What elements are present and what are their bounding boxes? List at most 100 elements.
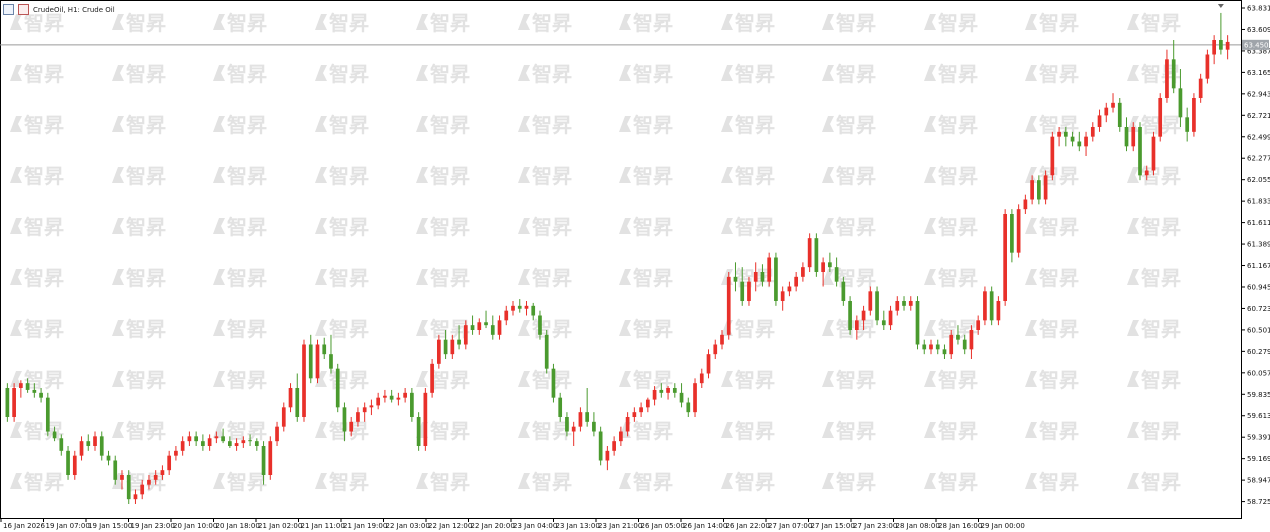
candle[interactable] xyxy=(335,363,340,413)
candle[interactable] xyxy=(578,407,583,432)
candle[interactable] xyxy=(234,438,239,451)
candle[interactable] xyxy=(410,387,414,422)
candle[interactable] xyxy=(848,296,852,335)
candle[interactable] xyxy=(551,363,556,403)
candle[interactable] xyxy=(66,445,70,480)
candle[interactable] xyxy=(996,296,1001,326)
candle[interactable] xyxy=(308,334,313,384)
candle[interactable] xyxy=(733,262,738,292)
candle[interactable] xyxy=(201,434,205,451)
candle[interactable] xyxy=(565,412,569,437)
candle[interactable] xyxy=(1050,131,1055,181)
candle[interactable] xyxy=(612,436,616,456)
candle[interactable] xyxy=(221,428,225,444)
candle[interactable] xyxy=(531,302,536,321)
candle[interactable] xyxy=(389,389,394,403)
candle[interactable] xyxy=(349,416,354,437)
candle[interactable] xyxy=(1124,117,1129,152)
candle[interactable] xyxy=(787,281,792,297)
candle[interactable] xyxy=(477,318,482,335)
candle[interactable] xyxy=(780,286,785,311)
chart-window-icon[interactable] xyxy=(3,4,14,15)
candle[interactable] xyxy=(538,310,542,340)
candle[interactable] xyxy=(706,349,711,379)
candle[interactable] xyxy=(672,383,677,398)
candle[interactable] xyxy=(396,392,401,406)
candle[interactable] xyxy=(679,383,684,408)
candle[interactable] xyxy=(868,286,873,316)
candle[interactable] xyxy=(484,310,488,329)
candle[interactable] xyxy=(275,421,279,446)
candle[interactable] xyxy=(619,426,623,446)
candle[interactable] xyxy=(888,305,893,330)
candle[interactable] xyxy=(1077,131,1082,152)
candle[interactable] xyxy=(1010,209,1014,263)
candle[interactable] xyxy=(693,378,697,417)
candle[interactable] xyxy=(989,286,994,326)
candle[interactable] xyxy=(1131,122,1136,152)
candle[interactable] xyxy=(86,434,91,451)
candle[interactable] xyxy=(1063,126,1068,147)
candle[interactable] xyxy=(632,407,637,422)
candle[interactable] xyxy=(1198,73,1203,103)
candle[interactable] xyxy=(639,402,643,417)
candle[interactable] xyxy=(956,325,960,345)
candle[interactable] xyxy=(983,286,987,326)
candle[interactable] xyxy=(1138,122,1142,181)
candle[interactable] xyxy=(659,383,664,398)
candle[interactable] xyxy=(376,392,381,410)
candle[interactable] xyxy=(254,438,259,451)
candle[interactable] xyxy=(147,474,151,490)
candle[interactable] xyxy=(1084,131,1088,156)
candle[interactable] xyxy=(153,470,158,485)
candle[interactable] xyxy=(1097,109,1102,132)
candle[interactable] xyxy=(720,329,724,350)
candles-layer[interactable] xyxy=(5,4,1230,504)
candle[interactable] xyxy=(1165,49,1169,103)
candle[interactable] xyxy=(558,392,563,422)
candle[interactable] xyxy=(1090,122,1095,142)
candle[interactable] xyxy=(929,339,933,355)
candle[interactable] xyxy=(383,389,387,403)
candle[interactable] xyxy=(861,305,866,330)
candle[interactable] xyxy=(1111,93,1115,113)
candle[interactable] xyxy=(1117,97,1122,132)
candle[interactable] xyxy=(686,397,691,417)
candle[interactable] xyxy=(133,489,138,504)
candle[interactable] xyxy=(25,378,30,393)
candle[interactable] xyxy=(1225,35,1230,60)
candle[interactable] xyxy=(490,315,495,340)
candle[interactable] xyxy=(1016,204,1021,258)
candle[interactable] xyxy=(72,450,77,480)
candle[interactable] xyxy=(517,299,522,313)
candle[interactable] xyxy=(227,436,232,448)
candle[interactable] xyxy=(1003,209,1008,306)
candle[interactable] xyxy=(174,445,178,461)
candle[interactable] xyxy=(160,465,165,480)
candle[interactable] xyxy=(949,329,954,359)
candle[interactable] xyxy=(436,334,441,369)
candle[interactable] xyxy=(1030,175,1034,205)
candle[interactable] xyxy=(834,257,839,287)
candle[interactable] xyxy=(726,271,731,340)
candle[interactable] xyxy=(922,339,927,355)
candle[interactable] xyxy=(167,450,172,475)
candle[interactable] xyxy=(592,412,596,437)
candle[interactable] xyxy=(801,262,805,282)
candle[interactable] xyxy=(207,434,212,451)
candle[interactable] xyxy=(443,329,448,359)
candle[interactable] xyxy=(1158,93,1163,142)
candle[interactable] xyxy=(962,334,967,355)
candle[interactable] xyxy=(113,455,118,485)
candle[interactable] xyxy=(699,368,704,388)
candle[interactable] xyxy=(1219,12,1223,55)
candle[interactable] xyxy=(1104,102,1109,123)
candle[interactable] xyxy=(315,339,320,384)
candle[interactable] xyxy=(605,445,610,471)
candle[interactable] xyxy=(976,315,981,335)
candle[interactable] xyxy=(881,310,886,330)
candle[interactable] xyxy=(1037,175,1041,205)
candle[interactable] xyxy=(329,334,333,374)
candle[interactable] xyxy=(807,233,812,272)
